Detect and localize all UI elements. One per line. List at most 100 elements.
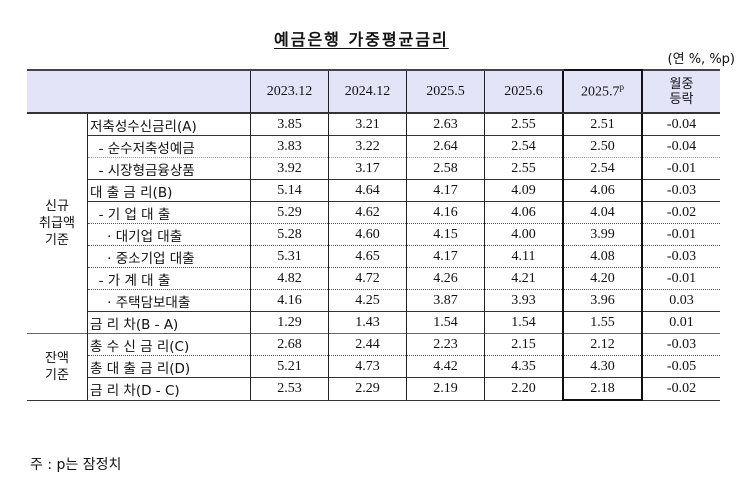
change-header-line2: 등락 [669,91,694,107]
cell: 2.63 [406,113,485,136]
cell: 4.15 [406,223,485,246]
cell: 2.44 [328,333,407,356]
cell: -0.04 [641,113,720,136]
row-label: - 가 계 대 출 [87,267,251,290]
table-row: - 가 계 대 출 4.82 4.72 4.26 4.21 4.20 -0.01 [27,267,720,290]
col-header-text: 2025.7 [581,84,620,100]
cell: 4.06 [484,201,564,224]
group-text: 신규 [45,199,69,214]
row-label: · 주택담보대출 [87,289,251,312]
header-blank [27,69,251,114]
cell: 3.93 [484,289,564,312]
col-header-highlight: 2025.7p [562,69,643,114]
row-label: 총 대 출 금 리(D) [87,355,251,378]
cell: 2.15 [484,333,564,356]
cell: 2.64 [406,135,485,158]
cell: 4.04 [562,201,643,224]
footnote: 주 : p는 잠정치 [30,457,122,473]
row-label: - 기 업 대 출 [87,201,251,224]
group-text: 잔액 [45,350,69,366]
cell: 1.43 [328,311,407,334]
row-label: - 시장형금융상품 [87,157,251,180]
col-header: 2025.5 [406,69,485,114]
cell: -0.01 [641,157,720,180]
group-text: 기준 [45,233,69,248]
cell: 4.72 [328,267,407,290]
cell: 2.51 [562,113,643,136]
cell: 2.55 [484,157,564,180]
cell: 4.20 [562,267,643,290]
cell: 4.06 [562,179,643,202]
cell: -0.03 [641,333,720,356]
cell: 4.08 [562,245,643,268]
cell: 2.19 [406,377,485,401]
row-label: 대 출 금 리(B) [87,179,251,202]
cell: 2.68 [250,333,329,356]
col-header: 2025.6 [484,69,564,114]
cell: 1.55 [562,311,643,334]
col-header: 2024.12 [328,69,407,114]
cell: 4.82 [250,267,329,290]
page-title: 예금은행 가중평균금리 [274,30,449,49]
cell: 2.50 [562,135,643,158]
cell: 3.99 [562,223,643,246]
group-label-balance: 잔액 기준 [27,333,88,401]
cell: 2.29 [328,377,407,401]
cell: 3.87 [406,289,485,312]
row-label: - 순수저축성예금 [87,135,251,158]
row-label: · 중소기업 대출 [87,245,251,268]
cell: 2.54 [484,135,564,158]
row-label: 총 수 신 금 리(C) [87,333,251,356]
interest-rate-table: 2023.12 2024.12 2025.5 2025.6 2025.7p 월중… [27,69,720,401]
cell: 3.22 [328,135,407,158]
cell: 3.21 [328,113,407,136]
cell: 4.16 [406,201,485,224]
table-row: · 주택담보대출 4.16 4.25 3.87 3.93 3.96 0.03 [27,289,720,312]
cell: 3.85 [250,113,329,136]
cell: 2.20 [484,377,564,401]
cell: -0.02 [641,377,720,401]
table-row: 대 출 금 리(B) 5.14 4.64 4.17 4.09 4.06 -0.0… [27,179,720,202]
cell: 2.54 [562,157,643,180]
cell: 2.53 [250,377,329,401]
row-label: 금 리 차(B - A) [87,311,251,334]
unit-label: (연 %, %p) [667,52,735,67]
table-row: 신규 취급액 기준 저축성수신금리(A) 3.85 3.21 2.63 2.55 2… [27,113,720,334]
cell: 5.28 [250,223,329,246]
cell: 2.12 [562,333,643,356]
cell: 4.65 [328,245,407,268]
row-label: · 대기업 대출 [87,223,251,246]
table-row: · 중소기업 대출 5.31 4.65 4.17 4.11 4.08 -0.03 [27,245,720,268]
cell: 4.11 [484,245,564,268]
table-row: - 순수저축성예금 3.83 3.22 2.64 2.54 2.50 -0.04 [27,135,720,158]
cell: -0.02 [641,201,720,224]
cell: 3.96 [562,289,643,312]
change-header-line1: 월중 [669,76,694,92]
cell: 4.30 [562,355,643,378]
cell: 0.03 [641,289,720,312]
cell: 5.14 [250,179,329,202]
table-row: 금 리 차(B - A) 1.29 1.43 1.54 1.54 1.55 0.… [27,311,720,334]
cell: -0.04 [641,135,720,158]
cell: -0.01 [641,267,720,290]
cell: 0.01 [641,311,720,334]
cell: 4.73 [328,355,407,378]
row-label: 금 리 차(D - C) [87,377,251,401]
cell: 5.31 [250,245,329,268]
table-row: - 기 업 대 출 5.29 4.62 4.16 4.06 4.04 -0.02 [27,201,720,224]
group-text: 취급액 [39,216,75,231]
cell: 4.17 [406,179,485,202]
cell: 2.58 [406,157,485,180]
cell: 4.42 [406,355,485,378]
cell: 4.21 [484,267,564,290]
cell: 4.35 [484,355,564,378]
cell: 4.16 [250,289,329,312]
cell: 4.25 [328,289,407,312]
cell: 3.83 [250,135,329,158]
cell: -0.03 [641,245,720,268]
cell: 4.64 [328,179,407,202]
cell: 2.18 [562,377,643,401]
cell: 1.54 [406,311,485,334]
cell: 5.29 [250,201,329,224]
